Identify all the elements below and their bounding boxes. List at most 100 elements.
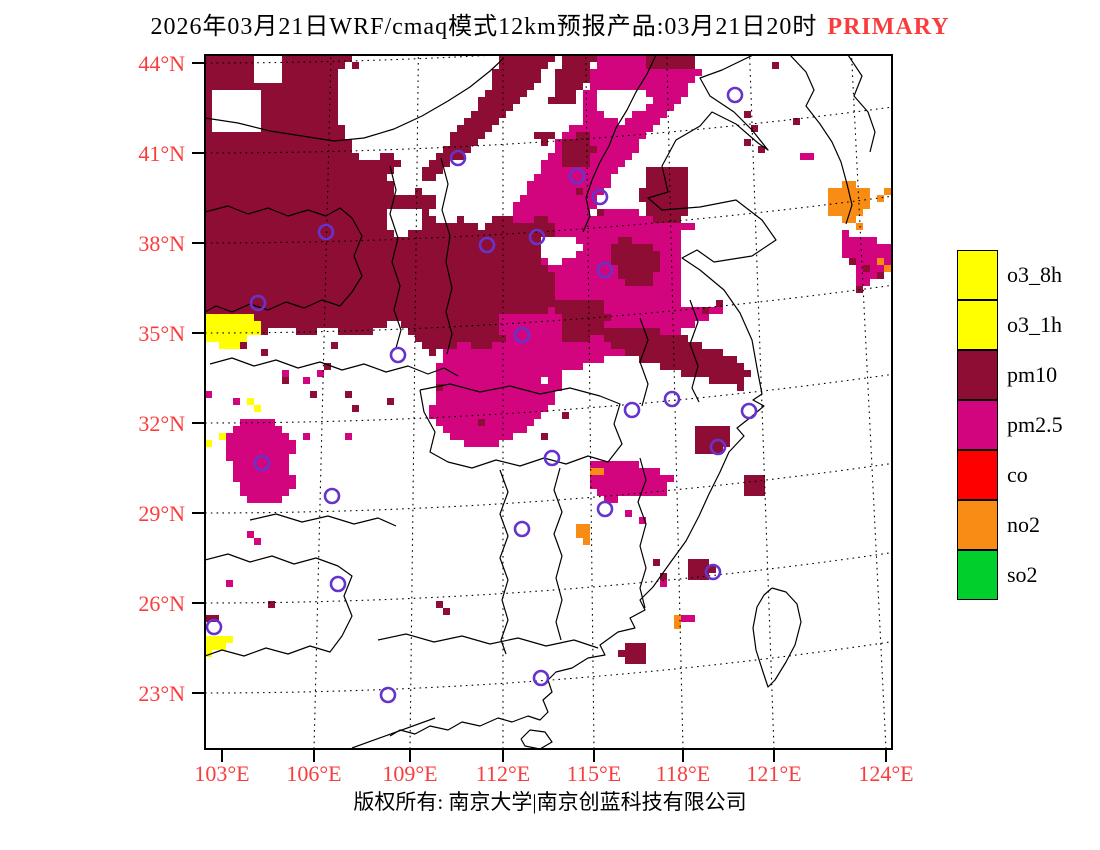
legend-item-pm2.5: pm2.5 (957, 400, 1100, 450)
legend-swatch-co (957, 450, 998, 500)
station-marker (389, 346, 407, 364)
parallel-35°N (206, 284, 891, 334)
station-marker (568, 167, 586, 185)
legend-item-co: co (957, 450, 1100, 500)
layer-no2 (828, 181, 870, 223)
lon-label-112°E: 112°E (476, 761, 530, 786)
legend-label: pm10 (1007, 362, 1058, 387)
station-marker (532, 669, 550, 687)
lon-label-121°E: 121°E (746, 761, 801, 786)
station-markers (206, 86, 758, 704)
station-marker (596, 500, 614, 518)
meridian-109°E (409, 56, 419, 748)
boundary-line (520, 729, 553, 748)
legend-label: so2 (1007, 562, 1038, 587)
station-marker (253, 454, 271, 472)
lon-label-103°E: 103°E (194, 761, 249, 786)
station-marker (478, 236, 496, 254)
legend-swatch-so2 (957, 550, 998, 600)
station-marker (449, 149, 467, 167)
lat-label-35°N: 35°N (138, 321, 185, 346)
lat-label-23°N: 23°N (138, 681, 185, 706)
station-marker (543, 449, 561, 467)
legend-swatch-pm10 (957, 350, 998, 400)
legend-label: o3_8h (1007, 262, 1062, 287)
boundary-line (440, 157, 453, 355)
lon-label-106°E: 106°E (286, 761, 341, 786)
station-marker (528, 228, 546, 246)
boundary-line (206, 57, 505, 142)
legend-swatch-o3_1h (957, 300, 998, 350)
boundary-line (206, 553, 353, 657)
boundary-line (249, 513, 397, 527)
boundary-line (351, 717, 436, 748)
layer-pm25 (499, 314, 562, 349)
legend-swatch-no2 (957, 500, 998, 550)
station-marker (249, 294, 267, 312)
legend-item-o3_8h: o3_8h (957, 250, 1100, 300)
lat-label-41°N: 41°N (138, 141, 185, 166)
map-inner (206, 56, 891, 748)
boundary-line (689, 299, 700, 403)
legend-item-pm10: pm10 (957, 350, 1100, 400)
lon-label-109°E: 109°E (382, 761, 437, 786)
legend-label: co (1007, 462, 1028, 487)
layer-o3_1h (206, 314, 261, 657)
meridian-124°E (851, 56, 887, 748)
station-marker (323, 487, 341, 505)
station-marker (704, 563, 722, 581)
station-marker (591, 188, 609, 206)
map-frame (204, 54, 893, 750)
lon-label-115°E: 115°E (567, 761, 621, 786)
lat-label-38°N: 38°N (138, 231, 185, 256)
boundary-line (553, 467, 563, 641)
station-marker (663, 390, 681, 408)
legend-label: pm2.5 (1007, 412, 1063, 437)
boundary-line (206, 205, 363, 313)
station-marker (317, 223, 335, 241)
lat-label-44°N: 44°N (138, 51, 185, 76)
lat-label-32°N: 32°N (138, 411, 185, 436)
legend-swatch-o3_8h (957, 250, 998, 300)
legend-item-so2: so2 (957, 550, 1100, 600)
page-title: 2026年03月21日WRF/cmaq模式12km预报产品:03月21日20时 P… (0, 6, 1100, 41)
station-marker (513, 520, 531, 538)
meridian-121°E (749, 56, 775, 748)
boundary-line (209, 357, 459, 377)
axis-labels: 44°N 41°N 38°N 35°N 32°N 29°N 26°N 23°N 103°E 106… (138, 51, 913, 786)
station-marker (206, 618, 223, 636)
lat-label-26°N: 26°N (138, 591, 185, 616)
layer-white (212, 56, 779, 307)
lon-label-124°E: 124°E (858, 761, 913, 786)
title-text: 2026年03月21日WRF/cmaq模式12km预报产品:03月21日20时 (150, 14, 818, 40)
legend-item-o3_1h: o3_1h (957, 300, 1100, 350)
boundary-line (847, 56, 876, 153)
boundary-line (377, 633, 599, 649)
parallel-41°N (206, 106, 891, 154)
station-marker (596, 261, 614, 279)
parallel-23°N (206, 641, 891, 694)
boundary-line (790, 56, 853, 225)
graticule (206, 56, 891, 748)
boundary-line (639, 317, 649, 407)
meridian-118°E (666, 56, 684, 748)
station-marker (623, 401, 641, 419)
station-marker (709, 438, 727, 456)
boundary-line (499, 469, 509, 655)
parallel-29°N (206, 463, 891, 514)
boundary-line (752, 587, 802, 688)
boundary-line (419, 383, 623, 469)
lon-label-118°E: 118°E (656, 761, 710, 786)
station-marker (329, 575, 347, 593)
copyright-text: 版权所有: 南京大学|南京创蓝科技有限公司 (353, 790, 747, 814)
boundary-line (389, 56, 777, 737)
axis-ticks (192, 62, 887, 762)
station-marker (726, 86, 744, 104)
legend-swatch-pm2.5 (957, 400, 998, 450)
boundaries (206, 56, 876, 748)
boundary-line (637, 457, 647, 609)
scatter-cells (206, 62, 891, 629)
legend-label: o3_1h (1007, 312, 1062, 337)
lat-label-29°N: 29°N (138, 501, 185, 526)
